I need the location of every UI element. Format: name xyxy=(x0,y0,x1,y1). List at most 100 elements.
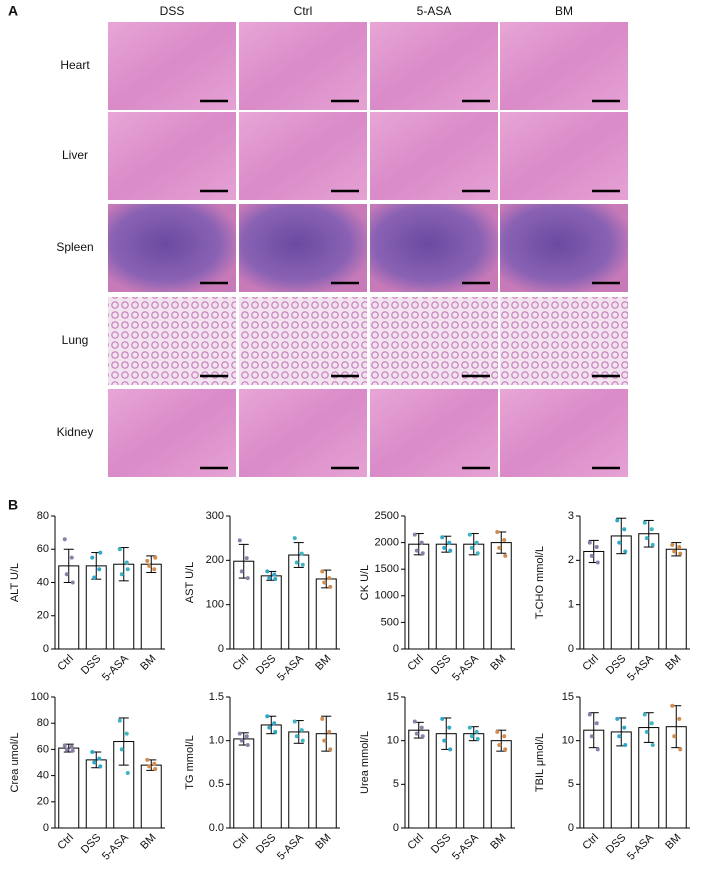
data-point xyxy=(474,729,479,734)
data-point xyxy=(153,767,158,772)
y-axis-label: Urea mmol/L xyxy=(359,731,371,794)
data-point xyxy=(62,743,67,748)
bar xyxy=(490,740,512,829)
data-point xyxy=(469,734,474,739)
y-axis-label: Crea umol/L xyxy=(9,733,21,793)
data-point xyxy=(642,520,647,525)
data-point xyxy=(322,738,327,743)
data-point xyxy=(124,560,129,565)
x-tick-label: Ctrl xyxy=(580,832,601,853)
bar xyxy=(140,563,162,650)
y-tick-label: 20 xyxy=(37,796,49,808)
y-axis-label: TG mmol/L xyxy=(184,735,196,789)
data-point xyxy=(239,738,244,743)
histology-image xyxy=(239,297,367,385)
data-point xyxy=(152,761,157,766)
x-tick-label: 5-ASA xyxy=(625,831,656,862)
x-tick-label: Ctrl xyxy=(405,832,426,853)
histology-image xyxy=(108,112,236,200)
histology-image xyxy=(370,112,498,200)
data-point xyxy=(98,550,103,555)
x-tick-label: DSS xyxy=(79,653,103,677)
y-tick-label: 1 xyxy=(568,599,574,611)
x-tick-label: BM xyxy=(663,832,683,852)
x-tick-label: Ctrl xyxy=(55,653,76,674)
bar xyxy=(288,731,310,829)
data-point xyxy=(98,764,103,769)
data-point xyxy=(294,734,299,739)
data-point xyxy=(245,576,250,581)
data-point xyxy=(502,537,507,542)
bar xyxy=(260,575,282,650)
x-tick-label: Ctrl xyxy=(230,653,251,674)
data-point xyxy=(145,757,150,762)
y-axis-label: T-CHO mmol/L xyxy=(534,546,546,619)
row-label: Heart xyxy=(60,58,90,72)
data-point xyxy=(328,747,333,752)
column-header: DSS xyxy=(160,4,185,18)
data-point xyxy=(644,536,649,541)
histology-image xyxy=(370,204,498,292)
y-axis-label: TBIL μmol/L xyxy=(534,733,546,792)
data-point xyxy=(237,731,242,736)
data-point xyxy=(672,734,677,739)
data-point xyxy=(419,540,424,545)
histology-image xyxy=(108,204,236,292)
y-tick-label: 5 xyxy=(568,778,574,790)
x-tick-label: Ctrl xyxy=(55,832,76,853)
histology-image xyxy=(500,297,628,385)
bar xyxy=(288,554,310,650)
data-point xyxy=(237,538,242,543)
data-point xyxy=(292,536,297,541)
data-point xyxy=(244,734,249,739)
data-point xyxy=(503,553,508,558)
data-point xyxy=(448,747,453,752)
data-point xyxy=(273,729,278,734)
data-point xyxy=(594,721,599,726)
histology-image xyxy=(370,297,498,385)
bar xyxy=(260,724,282,829)
x-tick-label: 5-ASA xyxy=(275,652,306,683)
data-point xyxy=(294,560,299,565)
bar xyxy=(315,578,337,650)
bar xyxy=(435,543,457,650)
y-tick-label: 20 xyxy=(37,610,49,622)
column-header: BM xyxy=(555,4,573,18)
data-point xyxy=(299,551,304,556)
y-tick-label: 1000 xyxy=(375,590,399,602)
data-point xyxy=(245,743,250,748)
data-point xyxy=(300,738,305,743)
data-point xyxy=(117,547,122,552)
data-point xyxy=(152,567,157,572)
x-tick-label: 5-ASA xyxy=(450,831,481,862)
y-tick-label: 1500 xyxy=(375,563,399,575)
data-point xyxy=(650,743,655,748)
data-point xyxy=(467,532,472,537)
x-tick-label: 5-ASA xyxy=(100,831,131,862)
y-tick-label: 10 xyxy=(562,735,574,747)
data-point xyxy=(644,729,649,734)
y-tick-label: 2000 xyxy=(375,537,399,549)
data-point xyxy=(273,576,278,581)
data-point xyxy=(448,548,453,553)
data-point xyxy=(623,743,628,748)
data-point xyxy=(672,549,677,554)
y-tick-label: 0 xyxy=(43,643,49,655)
x-tick-label: BM xyxy=(138,832,158,852)
data-point xyxy=(300,562,305,567)
data-point xyxy=(267,725,272,730)
bar xyxy=(638,533,660,650)
bar xyxy=(408,729,430,829)
bar xyxy=(58,747,80,829)
data-point xyxy=(147,563,152,568)
data-point xyxy=(327,729,332,734)
y-tick-label: 500 xyxy=(381,616,399,628)
x-tick-label: Ctrl xyxy=(580,653,601,674)
row-label: Kidney xyxy=(57,425,94,439)
x-tick-label: DSS xyxy=(429,653,453,677)
x-tick-label: 5-ASA xyxy=(275,831,306,862)
data-point xyxy=(412,532,417,537)
y-tick-label: 1.0 xyxy=(209,735,224,747)
histology-image xyxy=(500,204,628,292)
data-point xyxy=(623,549,628,554)
